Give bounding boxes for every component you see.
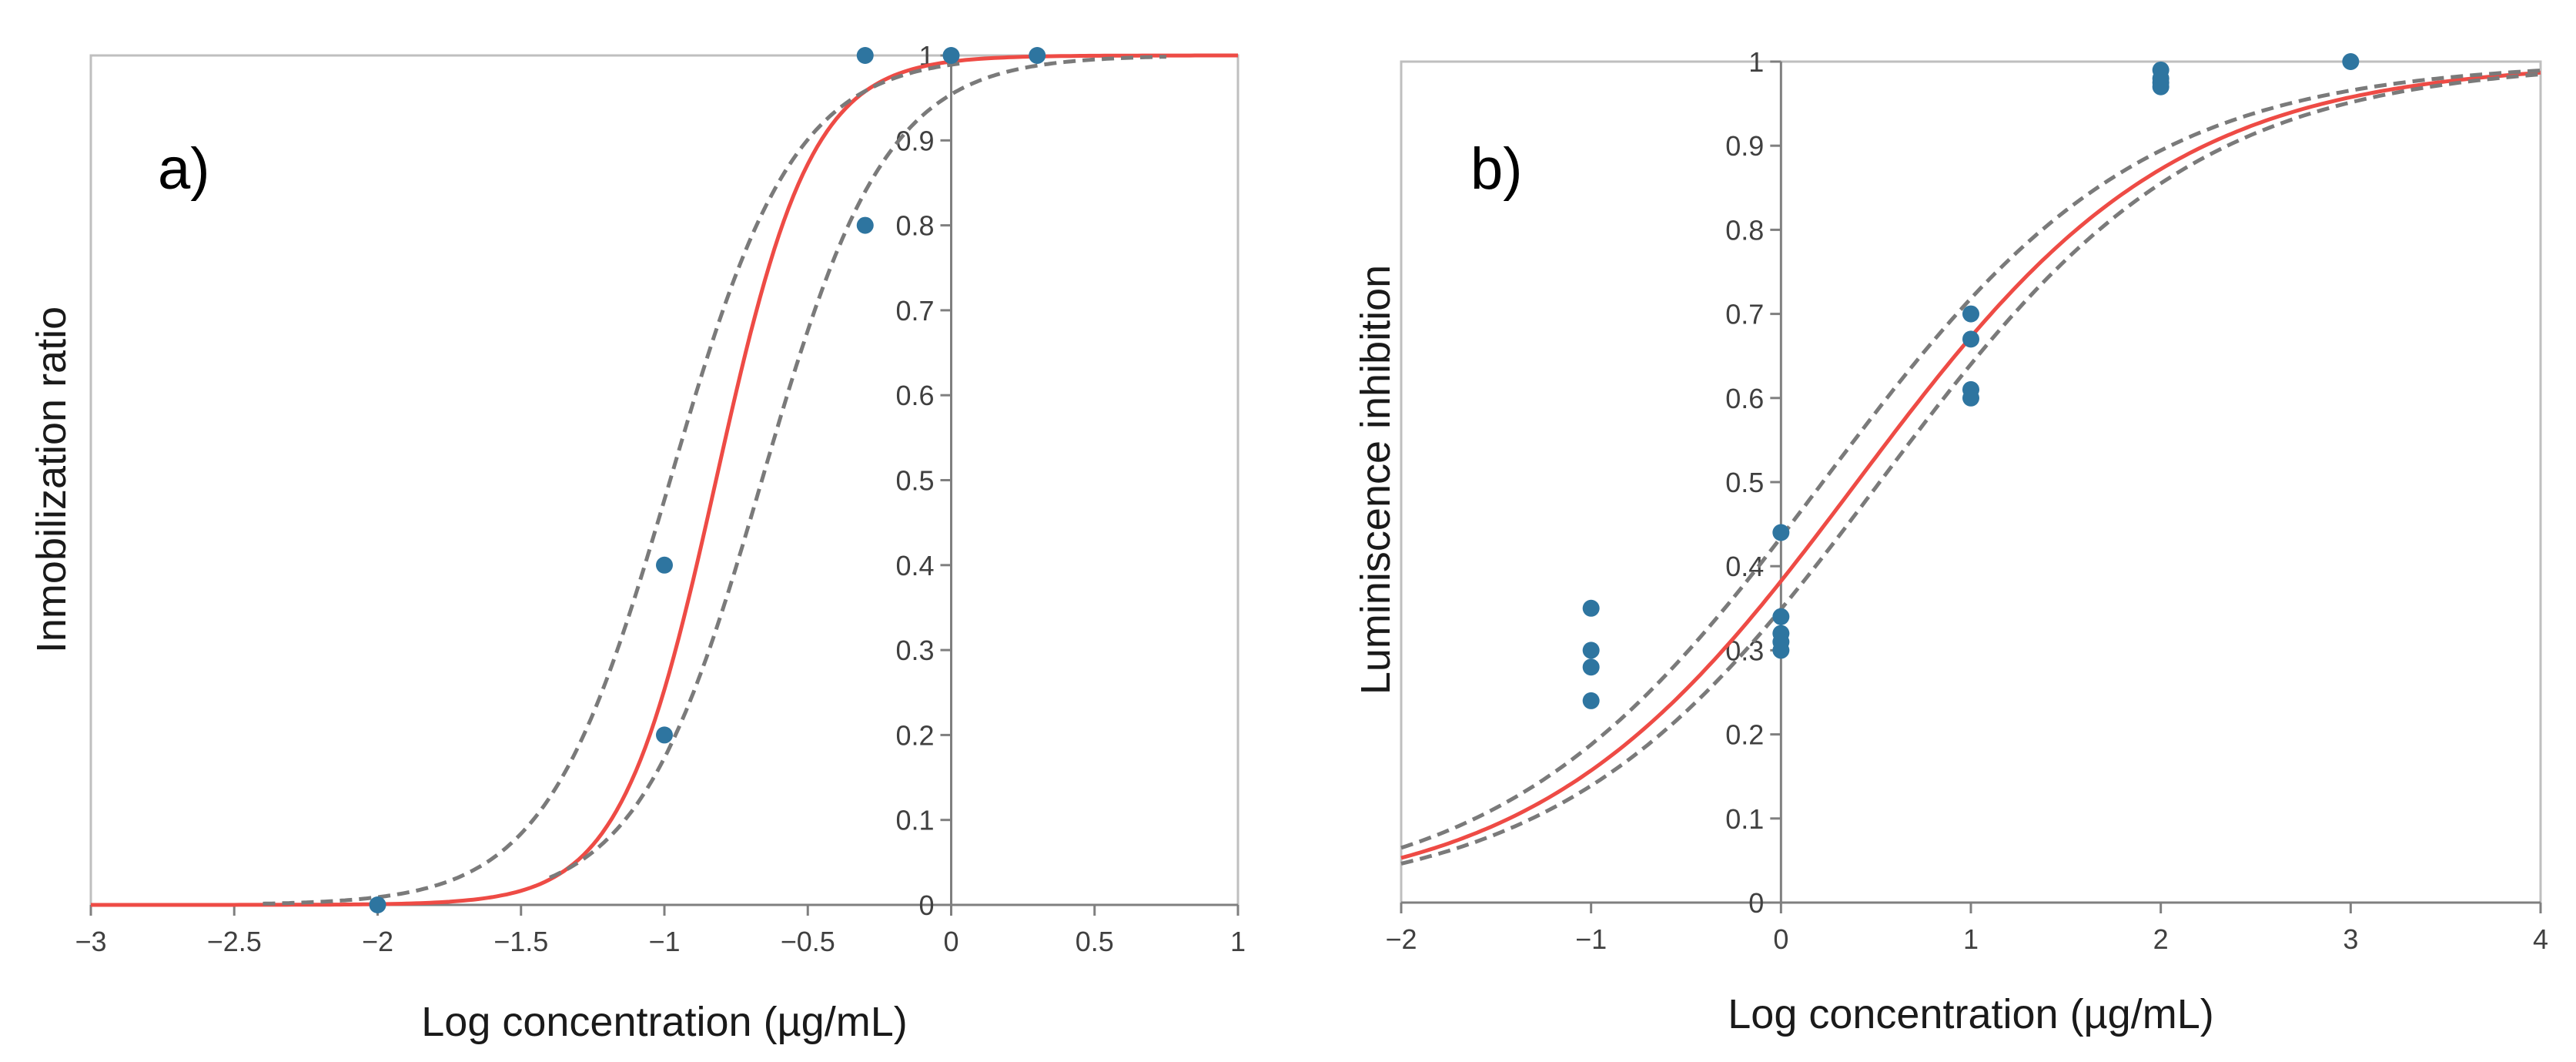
x-tick-label: 1 xyxy=(1230,926,1246,957)
fit-curve-line xyxy=(91,53,1238,907)
y-tick-label: 0 xyxy=(918,889,934,921)
y-tick-label: 0.1 xyxy=(1725,803,1764,835)
data-point xyxy=(1772,524,1790,541)
y-tick-label: 0.5 xyxy=(895,465,934,497)
x-tick-label: 0 xyxy=(943,926,958,957)
data-point xyxy=(1029,47,1046,64)
y-tick-label: 0.4 xyxy=(895,550,934,581)
confidence-bound-line xyxy=(1400,69,2541,850)
x-tick-label: −1 xyxy=(1575,923,1607,955)
y-tick-label: 0.7 xyxy=(1725,299,1764,330)
data-point xyxy=(942,47,960,64)
x-tick-label: −3 xyxy=(75,926,106,957)
y-tick-label: 0.8 xyxy=(895,210,934,242)
panel-label: b) xyxy=(1470,136,1523,202)
data-point xyxy=(2342,53,2360,70)
y-tick-label: 0.5 xyxy=(1725,467,1764,498)
y-tick-label: 0.7 xyxy=(895,295,934,327)
x-tick-label: 0 xyxy=(1773,923,1788,955)
x-tick-label: 3 xyxy=(2343,923,2358,955)
y-tick-label: 0.6 xyxy=(1725,383,1764,414)
y-tick-label: 0.2 xyxy=(1725,719,1764,751)
data-point xyxy=(1772,642,1790,659)
x-tick-label: 2 xyxy=(2153,923,2169,955)
x-tick-label: −2 xyxy=(1385,923,1417,955)
y-tick-label: 0.3 xyxy=(895,635,934,666)
x-tick-label: −1 xyxy=(648,926,680,957)
y-tick-label: 0.9 xyxy=(1725,130,1764,162)
data-point xyxy=(1772,608,1790,625)
data-point xyxy=(1962,389,1979,407)
x-tick-label: 1 xyxy=(1963,923,1979,955)
data-point xyxy=(369,896,386,913)
data-point xyxy=(1582,658,1600,676)
x-tick-label: −1.5 xyxy=(493,926,548,957)
confidence-bound-line xyxy=(1400,72,2541,866)
x-tick-label: 0.5 xyxy=(1076,926,1114,957)
y-axis-title: Luminiscence inhibition xyxy=(1353,265,1399,695)
data-point xyxy=(856,47,874,64)
y-tick-label: 0.1 xyxy=(895,805,934,836)
x-axis-title: Log concentration (µg/mL) xyxy=(1728,991,2213,1037)
data-point xyxy=(656,726,673,744)
y-tick-label: 1 xyxy=(1748,46,1764,78)
x-tick-label: −2 xyxy=(362,926,393,957)
data-point xyxy=(1582,642,1600,659)
panel-label: a) xyxy=(158,136,210,202)
data-point xyxy=(1962,330,1979,348)
confidence-bound-line xyxy=(549,55,1166,879)
data-point xyxy=(1962,305,1979,323)
y-tick-label: 0.6 xyxy=(895,380,934,411)
x-tick-label: −2.5 xyxy=(207,926,262,957)
x-tick-label: −0.5 xyxy=(781,926,835,957)
chart-panel-a: −3 −2.5 −2 −1.5 −1 −0.5 0 0.5 1 0 0.1 0.2 0.3 0.4 0.5 0… xyxy=(28,40,1246,1045)
data-points xyxy=(1582,53,2360,709)
y-tick-label: 0.4 xyxy=(1725,551,1764,582)
chart-panel-b: −2 −1 0 1 2 3 400.10.20.30.40.50.60.70.80.91 b… xyxy=(1353,46,2548,1037)
data-point xyxy=(2152,78,2170,95)
data-point xyxy=(1582,599,1600,617)
x-tick-label: 4 xyxy=(2533,923,2548,955)
y-tick-label: 0.2 xyxy=(895,719,934,751)
y-tick-label: 0 xyxy=(1748,887,1764,919)
data-point xyxy=(656,556,673,574)
y-tick-label: 0.9 xyxy=(895,125,934,156)
data-point xyxy=(856,216,874,234)
data-points xyxy=(369,47,1046,913)
data-point xyxy=(1582,692,1600,709)
y-axis-title: Inmobilization ratio xyxy=(28,307,75,653)
y-tick-label: 0.8 xyxy=(1725,214,1764,246)
x-axis-title: Log concentration (µg/mL) xyxy=(421,999,907,1045)
tick-labels: −3 −2.5 −2 −1.5 −1 −0.5 0 0.5 1 0 0.1 0.2 0.3 0.4 0.5 0… xyxy=(75,40,1246,957)
